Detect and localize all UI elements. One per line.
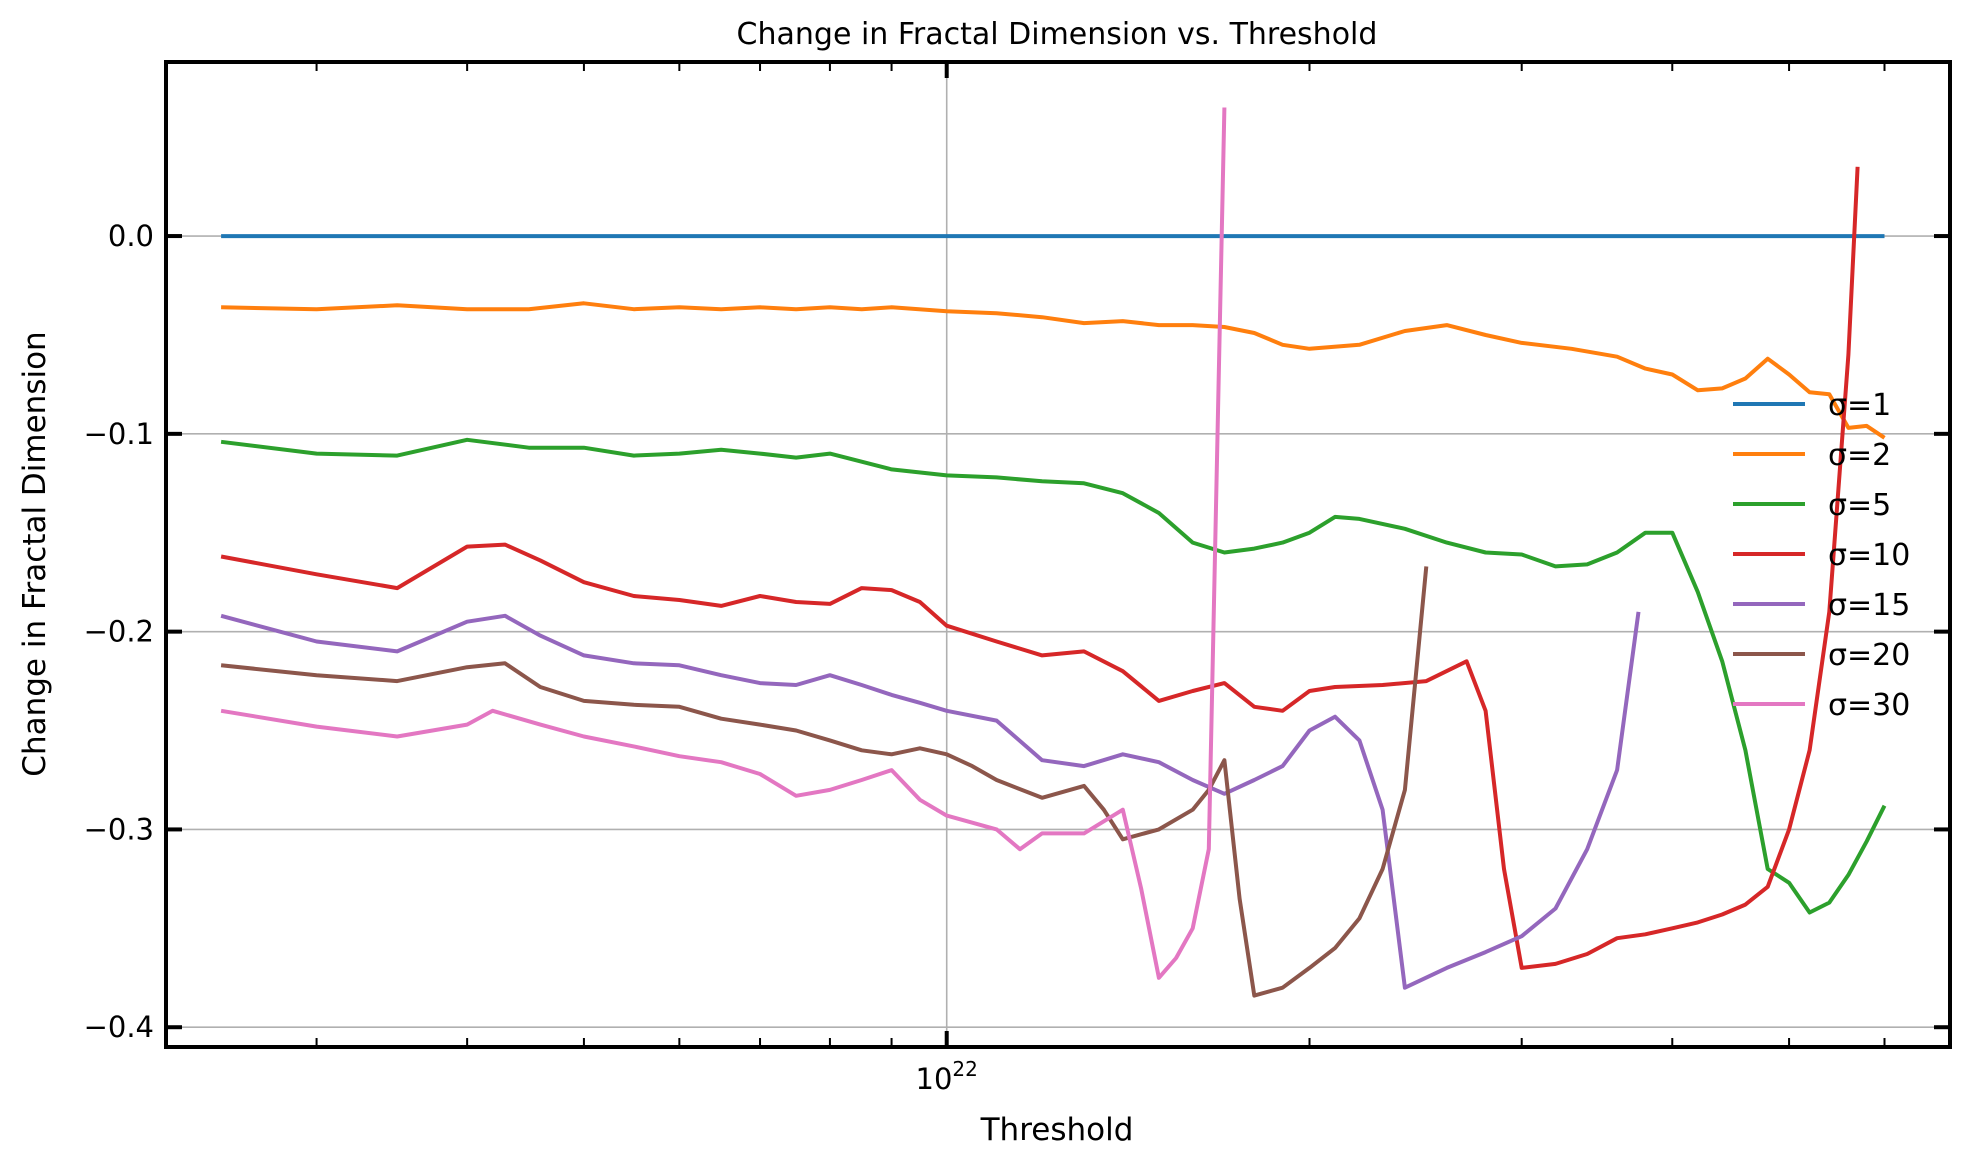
y-tick-label: −0.4: [84, 1010, 154, 1044]
y-tick-label: −0.1: [84, 417, 154, 451]
x-tick-label-base: 10: [916, 1062, 953, 1096]
legend-label: σ=30: [1828, 688, 1910, 723]
legend-label: σ=15: [1828, 588, 1910, 623]
legend-label: σ=2: [1828, 438, 1891, 473]
x-tick-label: 1022: [916, 1057, 978, 1096]
chart-title: Change in Fractal Dimension vs. Threshol…: [737, 17, 1378, 52]
x-axis-label: Threshold: [980, 1112, 1134, 1148]
legend-label: σ=1: [1828, 388, 1891, 423]
series-line-sigma-20: [220, 566, 1429, 998]
y-tick-label: 0.0: [108, 219, 154, 253]
series-line-sigma-5: [220, 437, 1887, 915]
series-line-sigma-30: [220, 107, 1227, 980]
axis-ticks: 0.0 −0.1 −0.2 −0.3 −0.4 1022: [84, 62, 1950, 1096]
y-axis-label: Change in Fractal Dimension: [17, 331, 53, 776]
series-line-sigma-2: [221, 301, 1886, 440]
y-tick-label: −0.2: [84, 615, 154, 649]
series-line-sigma-15: [220, 611, 1641, 990]
legend-label: σ=20: [1828, 638, 1910, 673]
plot-frame: [164, 60, 1952, 1049]
series-line-sigma-10: [220, 166, 1860, 970]
y-tick-label: −0.3: [84, 812, 154, 846]
series-lines: [220, 107, 1887, 998]
legend-label: σ=10: [1828, 538, 1910, 573]
x-tick-label-exponent: 22: [952, 1057, 977, 1081]
legend-label: σ=5: [1828, 488, 1891, 523]
legend: σ=1 σ=2 σ=5 σ=10 σ=15 σ=20 σ=30: [1733, 388, 1910, 723]
